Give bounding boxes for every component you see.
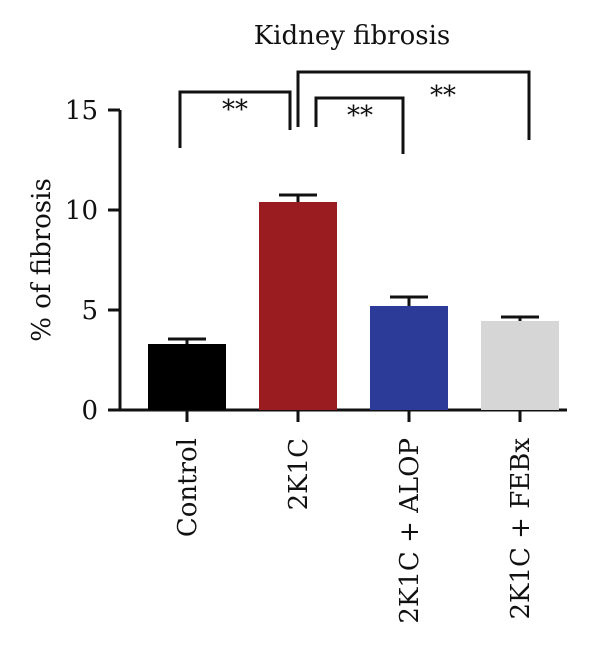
bar bbox=[259, 202, 337, 410]
y-tick-label: 5 bbox=[81, 296, 98, 326]
significance-bracket bbox=[296, 70, 531, 140]
significance-bracket bbox=[314, 96, 405, 154]
significance-label: ** bbox=[430, 81, 456, 111]
y-tick-label: 10 bbox=[65, 196, 98, 226]
bar bbox=[148, 344, 226, 410]
y-axis-label: % of fibrosis bbox=[27, 178, 57, 342]
bars bbox=[148, 193, 559, 410]
significance-label: ** bbox=[347, 101, 373, 131]
x-tick-label: 2K1C + FEBx bbox=[506, 438, 536, 620]
chart-title: Kidney fibrosis bbox=[254, 21, 451, 51]
significance-bracket bbox=[178, 90, 292, 148]
y-tick-label: 0 bbox=[81, 396, 98, 426]
significance-brackets: ** ** ** bbox=[178, 70, 531, 154]
bar bbox=[481, 321, 559, 410]
bar bbox=[370, 306, 448, 410]
axes: 0 5 10 15 Control 2K1C 2K1C + ALOP 2K1C + FEBx bbox=[65, 96, 567, 624]
x-tick-label: 2K1C + ALOP bbox=[395, 438, 425, 624]
significance-label: ** bbox=[222, 95, 248, 125]
x-tick-label: 2K1C bbox=[284, 438, 314, 510]
x-tick-label: Control bbox=[173, 438, 203, 537]
y-tick-label: 15 bbox=[65, 96, 98, 126]
